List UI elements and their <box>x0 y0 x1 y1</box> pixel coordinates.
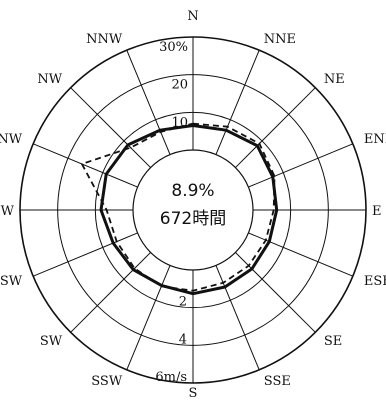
spoke-ene <box>248 143 354 188</box>
direction-label-wsw: WSW <box>0 274 23 289</box>
spoke-nne <box>215 49 260 155</box>
direction-label-nne: NNE <box>264 32 296 47</box>
freq-tick-label: 30% <box>159 40 188 55</box>
spoke-sw <box>70 252 151 333</box>
data-point-ne <box>258 142 261 145</box>
data-point-sw <box>132 268 135 271</box>
data-point-ne <box>256 144 259 147</box>
data-point-sw <box>133 267 136 270</box>
data-point-nne <box>226 125 229 128</box>
speed-tick-label: 6m/s <box>155 370 187 385</box>
spoke-ese <box>248 232 354 277</box>
direction-label-n: N <box>187 9 198 24</box>
direction-label-e: E <box>372 204 382 219</box>
direction-label-sw: SW <box>40 334 63 349</box>
direction-label-nnw: NNW <box>86 32 123 47</box>
data-point-wnw <box>81 163 83 165</box>
speed-tick-label: 2 <box>179 295 187 310</box>
data-point-e <box>275 209 278 211</box>
data-point-nw <box>127 144 129 146</box>
data-point-e <box>272 209 275 211</box>
direction-label-wnw: WNW <box>0 132 23 147</box>
data-point-ene <box>273 175 276 177</box>
data-point-wsw <box>115 240 118 243</box>
data-point-se <box>251 268 253 270</box>
direction-label-ene: ENE <box>364 132 386 147</box>
data-point-w <box>100 209 102 211</box>
direction-label-w: W <box>1 204 15 219</box>
data-point-nnw <box>159 129 161 131</box>
data-point-n <box>192 122 194 125</box>
data-point-nne <box>225 129 227 131</box>
data-point-s <box>192 292 194 295</box>
spoke-nw <box>70 87 151 168</box>
direction-label-ese: ESE <box>364 274 386 289</box>
data-point-sse <box>224 286 226 288</box>
direction-label-ne: NE <box>324 72 345 87</box>
data-point-n <box>192 124 194 127</box>
spoke-ne <box>235 87 316 168</box>
data-point-ene <box>272 176 274 178</box>
direction-label-se: SE <box>324 334 342 349</box>
data-point-wsw <box>112 242 114 244</box>
direction-label-ssw: SSW <box>91 374 123 389</box>
spoke-ssw <box>126 265 171 371</box>
data-point-ese <box>268 240 271 243</box>
direction-label-s: S <box>189 386 198 401</box>
spoke-sse <box>215 265 260 371</box>
total-hours: 672時間 <box>160 209 226 229</box>
spoke-se <box>235 252 316 333</box>
direction-label-nw: NW <box>37 72 62 87</box>
data-point-sse <box>222 282 224 284</box>
data-point-s <box>192 289 194 292</box>
spoke-wsw <box>32 232 138 277</box>
freq-tick-label: 20 <box>171 78 188 93</box>
data-point-nnw <box>159 131 162 133</box>
data-point-se <box>247 264 250 267</box>
data-point-ssw <box>160 285 163 288</box>
data-point-w <box>105 209 108 211</box>
spoke-nnw <box>126 49 171 155</box>
calm-percent: 8.9% <box>171 181 214 201</box>
data-point-ese <box>265 239 267 241</box>
data-point-wnw <box>105 173 107 175</box>
speed-tick-label: 4 <box>179 332 187 347</box>
spoke-wnw <box>32 143 138 188</box>
direction-label-sse: SSE <box>264 374 291 389</box>
data-point-nw <box>129 146 132 149</box>
